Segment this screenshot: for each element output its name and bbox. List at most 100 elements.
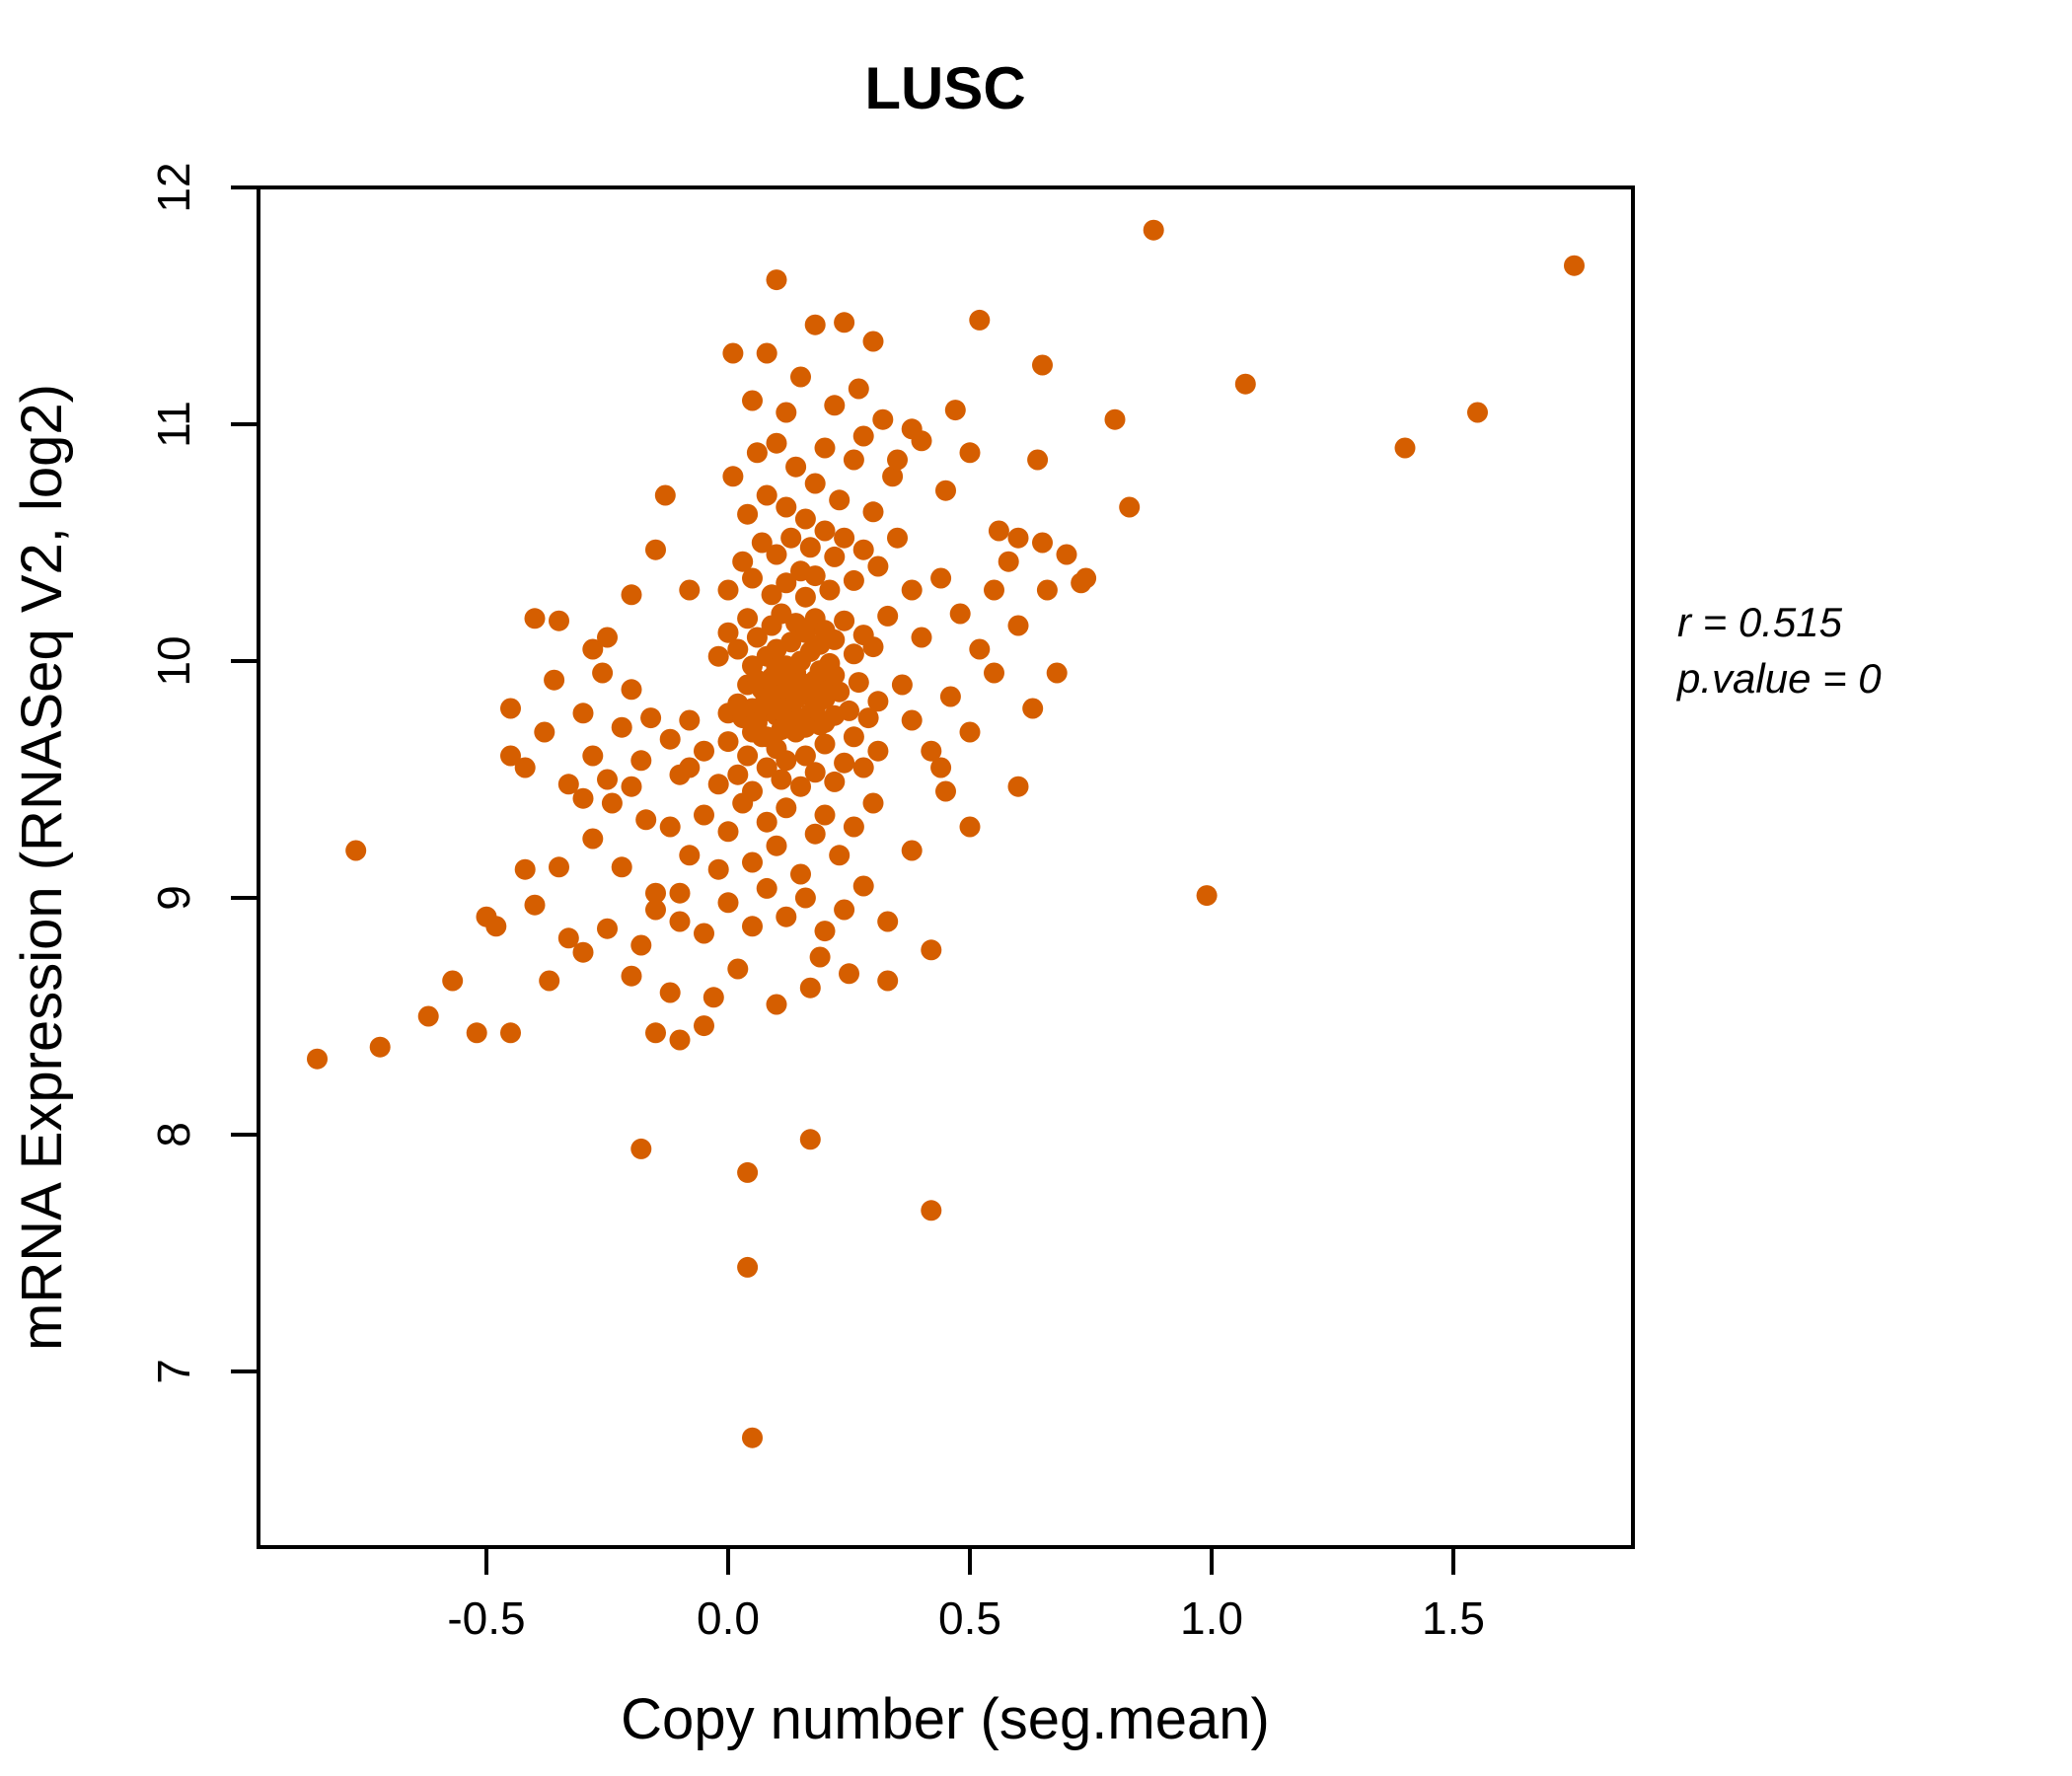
data-point <box>766 994 787 1015</box>
data-point <box>834 527 855 549</box>
data-point <box>829 845 851 866</box>
data-point <box>694 923 714 944</box>
x-tick-label: 0.0 <box>697 1592 760 1644</box>
data-point <box>984 662 1004 684</box>
data-point <box>766 269 787 291</box>
data-point <box>679 757 701 778</box>
data-point <box>669 911 691 932</box>
data-point <box>804 473 826 494</box>
data-point <box>814 804 836 826</box>
data-point <box>442 970 464 992</box>
data-point <box>794 745 816 767</box>
data-point <box>804 823 826 845</box>
data-point <box>1022 698 1044 719</box>
data-point <box>834 312 855 333</box>
data-point <box>500 1022 521 1044</box>
data-point <box>640 707 662 729</box>
data-point <box>814 733 836 755</box>
data-point <box>843 643 864 665</box>
data-point <box>799 537 821 558</box>
data-point <box>727 764 749 785</box>
y-axis-label: mRNA Expression (RNASeq V2, log2) <box>10 384 74 1351</box>
data-point <box>621 584 642 606</box>
data-point <box>852 539 874 560</box>
data-point <box>862 636 884 658</box>
data-point <box>466 1022 487 1044</box>
data-point <box>949 603 971 625</box>
data-point <box>549 856 569 878</box>
data-point <box>780 527 802 549</box>
data-point <box>877 970 899 992</box>
chart-title: LUSC <box>864 55 1025 121</box>
data-point <box>597 769 618 790</box>
y-axis-ticks: 7 8 9 10 11 12 <box>148 162 259 1384</box>
data-point <box>1032 354 1053 376</box>
data-point <box>799 1129 821 1150</box>
data-point <box>794 586 816 608</box>
data-point <box>785 688 807 709</box>
data-point <box>852 425 874 447</box>
data-point <box>717 622 739 643</box>
data-point <box>1007 615 1029 636</box>
data-point <box>1104 408 1126 430</box>
data-point <box>834 752 855 774</box>
data-point <box>611 856 632 878</box>
data-point <box>742 916 763 937</box>
data-point <box>756 484 777 506</box>
data-point <box>534 721 555 743</box>
data-point <box>746 669 768 691</box>
data-point <box>694 740 714 762</box>
data-point <box>867 555 889 577</box>
data-point <box>935 480 956 501</box>
data-point <box>582 745 604 767</box>
data-point <box>819 579 841 601</box>
data-point <box>1119 496 1141 518</box>
data-point <box>867 691 889 712</box>
data-point <box>935 780 956 802</box>
data-point <box>790 366 811 388</box>
data-point <box>549 610 569 631</box>
data-point <box>930 757 952 778</box>
data-point <box>746 627 768 648</box>
data-point <box>717 821 739 843</box>
data-point <box>901 709 923 731</box>
data-point <box>766 544 787 565</box>
data-point <box>742 567 763 589</box>
data-point <box>703 987 724 1008</box>
data-point <box>679 579 701 601</box>
data-point <box>621 965 642 987</box>
data-point <box>557 774 579 795</box>
data-point <box>867 740 889 762</box>
data-point <box>727 958 749 980</box>
data-point <box>751 532 773 554</box>
data-point <box>524 608 546 629</box>
data-point <box>645 539 666 560</box>
data-point <box>939 686 961 707</box>
data-point <box>742 1427 763 1448</box>
y-tick-label: 8 <box>148 1122 199 1147</box>
data-point <box>785 456 807 478</box>
data-point <box>862 792 884 814</box>
x-tick-label: 0.5 <box>938 1592 1001 1644</box>
data-point <box>630 934 652 956</box>
data-point <box>524 894 546 916</box>
data-point <box>645 1022 666 1044</box>
data-point <box>737 503 759 525</box>
data-point <box>790 863 811 885</box>
data-point <box>369 1036 391 1058</box>
data-point <box>746 442 768 464</box>
data-point <box>804 762 826 783</box>
y-tick-label: 9 <box>148 885 199 911</box>
data-point <box>921 939 942 961</box>
data-point <box>582 828 604 850</box>
data-point <box>901 418 923 440</box>
data-point <box>756 342 777 364</box>
x-tick-label: 1.5 <box>1422 1592 1485 1644</box>
pvalue-annotation: p.value = 0 <box>1675 655 1882 702</box>
plot-border-box <box>257 185 1635 1549</box>
data-point <box>1027 449 1049 471</box>
data-point <box>659 728 681 750</box>
data-point <box>544 669 565 691</box>
data-point <box>659 982 681 1003</box>
data-point <box>727 638 749 660</box>
